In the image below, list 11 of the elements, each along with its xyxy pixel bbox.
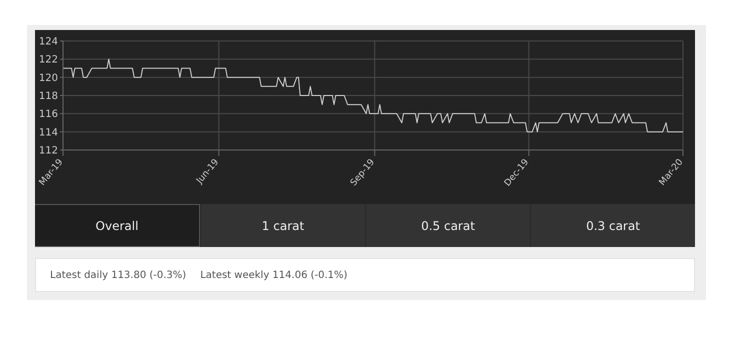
y-tick-label: 120 [38, 72, 58, 84]
text: Latest weekly 114.06 (-0.1%) [200, 270, 348, 280]
y-tick-label: 118 [38, 91, 58, 102]
y-tick-label: 124 [38, 36, 58, 48]
text: Latest daily 113.80 (-0.3%) [50, 270, 186, 280]
y-tick-label: 122 [38, 54, 58, 66]
line-series [63, 58, 683, 132]
y-tick-label: 112 [38, 146, 58, 157]
y-tick-label: 114 [38, 127, 58, 138]
y-tick-label: 116 [38, 109, 58, 120]
tab-button: Overall [35, 204, 200, 247]
